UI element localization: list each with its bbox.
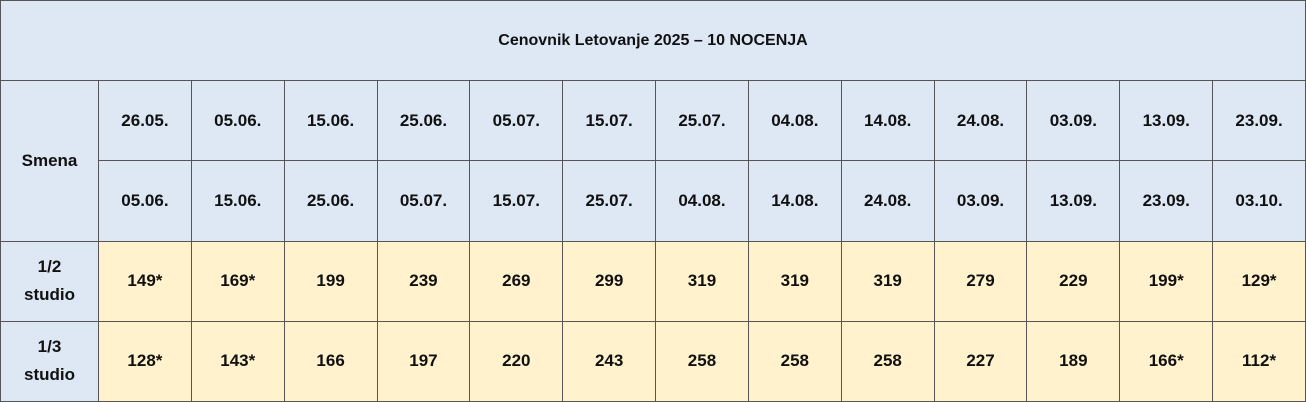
date-to: 15.06. [190, 160, 285, 242]
price: 243 [562, 320, 657, 402]
header-row-to: 05.06. 15.06. 25.06. 05.07. 15.07. 25.07. 04.0… [1, 160, 1306, 242]
date-to: 04.08. [655, 160, 749, 242]
price: 143* [190, 320, 285, 402]
price: 279 [933, 240, 1028, 322]
date-to: 23.09. [1119, 160, 1214, 242]
price: 299 [562, 240, 657, 322]
price: 128* [98, 320, 192, 402]
room-label-line: studio [24, 285, 75, 305]
date-from: 05.07. [469, 80, 564, 162]
date-to: 25.07. [562, 160, 657, 242]
price: 199 [283, 240, 378, 322]
table-title: Cenovnik Letovanje 2025 – 10 NOCENJA [0, 0, 1306, 82]
price: 169* [190, 240, 285, 322]
price: 239 [376, 240, 471, 322]
price: 199* [1119, 240, 1214, 322]
price: 258 [840, 320, 935, 402]
room-label: 1/2 studio [0, 240, 99, 322]
date-to: 13.09. [1026, 160, 1121, 242]
price: 166* [1119, 320, 1214, 402]
price: 189 [1026, 320, 1121, 402]
date-from: 24.08. [933, 80, 1028, 162]
price: 258 [747, 320, 842, 402]
price: 229 [1026, 240, 1121, 322]
date-from: 26.05. [98, 80, 192, 162]
date-from: 15.06. [283, 80, 378, 162]
price: 129* [1212, 240, 1306, 322]
date-to: 03.10. [1212, 160, 1306, 242]
price: 319 [747, 240, 842, 322]
price-row: 1/3 studio 128* 143* 166 197 220 243 258 258 258 22… [0, 320, 1306, 402]
date-from: 25.06. [376, 80, 471, 162]
date-from: 25.07. [655, 80, 749, 162]
price: 197 [376, 320, 471, 402]
title-row: Cenovnik Letovanje 2025 – 10 NOCENJA [0, 0, 1306, 82]
price: 258 [655, 320, 749, 402]
date-to: 25.06. [283, 160, 378, 242]
price: 319 [655, 240, 749, 322]
price: 149* [98, 240, 192, 322]
price: 319 [840, 240, 935, 322]
date-from: 03.09. [1026, 80, 1121, 162]
price: 269 [469, 240, 564, 322]
price: 220 [469, 320, 564, 402]
room-label-line: 1/3 [37, 337, 62, 357]
date-to: 05.06. [98, 160, 192, 242]
date-to: 15.07. [469, 160, 564, 242]
date-from: 05.06. [190, 80, 285, 162]
shift-label: Smena [0, 80, 99, 242]
price: 227 [933, 320, 1028, 402]
room-label-line: 1/2 [37, 257, 62, 277]
date-from: 23.09. [1212, 80, 1306, 162]
date-from: 13.09. [1119, 80, 1214, 162]
date-from: 14.08. [840, 80, 935, 162]
date-to: 05.07. [376, 160, 471, 242]
price: 112* [1212, 320, 1306, 402]
room-label-line: studio [24, 365, 75, 385]
price: 166 [283, 320, 378, 402]
date-to: 14.08. [747, 160, 842, 242]
header-row-from: Smena 26.05. 05.06. 15.06. 25.06. 05.07. 15.07… [0, 80, 1306, 242]
date-from: 04.08. [747, 80, 842, 162]
date-to: 03.09. [933, 160, 1028, 242]
price-row: 1/2 studio 149* 169* 199 239 269 299 319 319 319 27… [0, 240, 1306, 322]
date-to: 24.08. [840, 160, 935, 242]
date-from: 15.07. [562, 80, 657, 162]
room-label: 1/3 studio [0, 320, 99, 402]
